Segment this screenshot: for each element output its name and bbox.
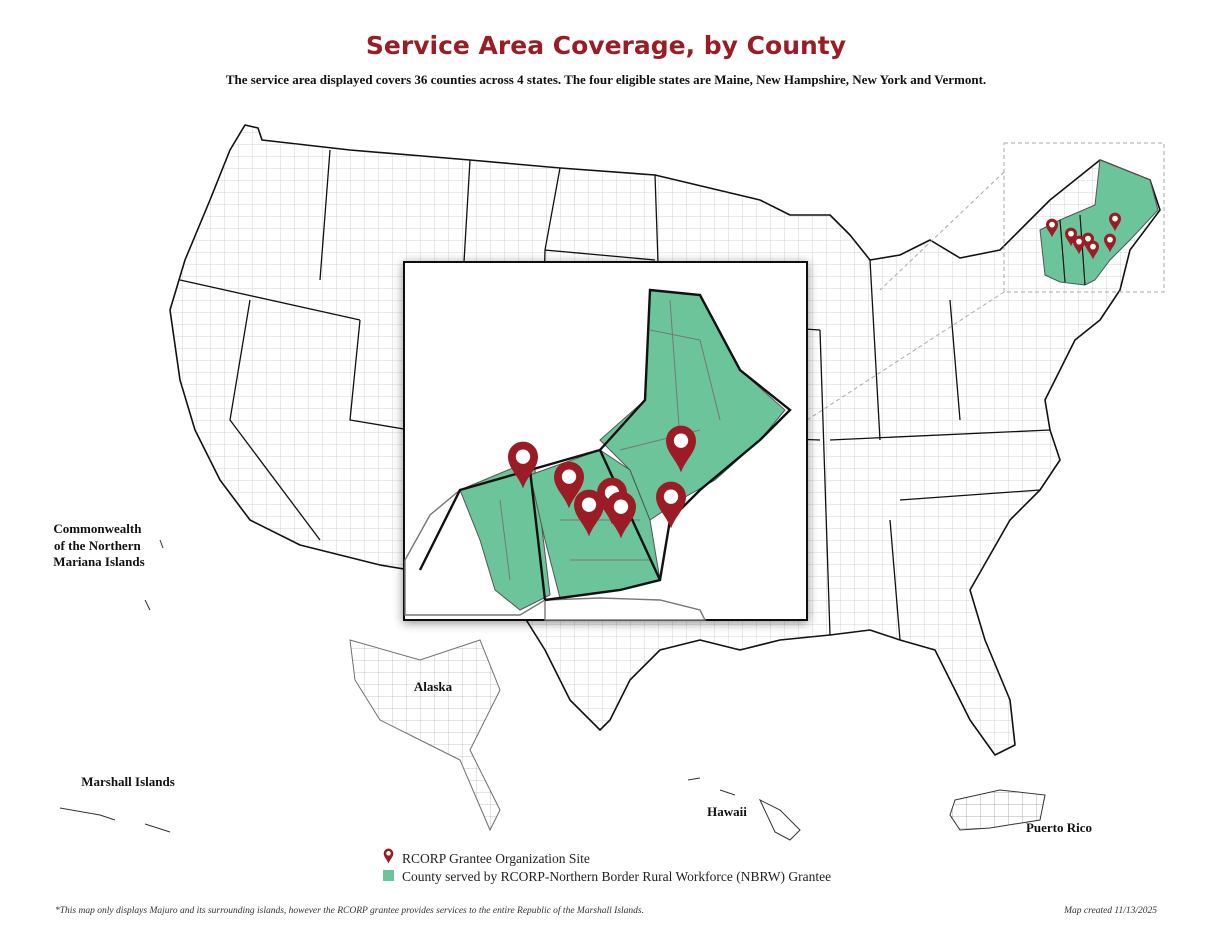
map-title: Service Area Coverage, by County (366, 31, 846, 60)
region-label: Hawaii (707, 804, 747, 819)
legend: RCORP Grantee Organization Site County s… (383, 848, 831, 884)
map-date: Map created 11/13/2025 (1063, 906, 1157, 916)
footnote: *This map only displays Majuro and its s… (55, 905, 644, 916)
inset-source-box (1003, 142, 1165, 293)
territories (59, 539, 1046, 841)
region-label: Puerto Rico (1026, 820, 1092, 835)
legend-label: County served by RCORP-Northern Border R… (402, 869, 831, 884)
region-label: Commonwealth of the Northern Mariana Isl… (53, 521, 144, 569)
map-subtitle: The service area displayed covers 36 cou… (226, 72, 986, 87)
region-label: Marshall Islands (81, 774, 175, 789)
legend-label: RCORP Grantee Organization Site (402, 851, 590, 866)
northeast-inset (403, 261, 808, 621)
legend-swatch (383, 870, 394, 881)
region-label: Alaska (414, 679, 453, 694)
inset-connector (806, 171, 1005, 421)
